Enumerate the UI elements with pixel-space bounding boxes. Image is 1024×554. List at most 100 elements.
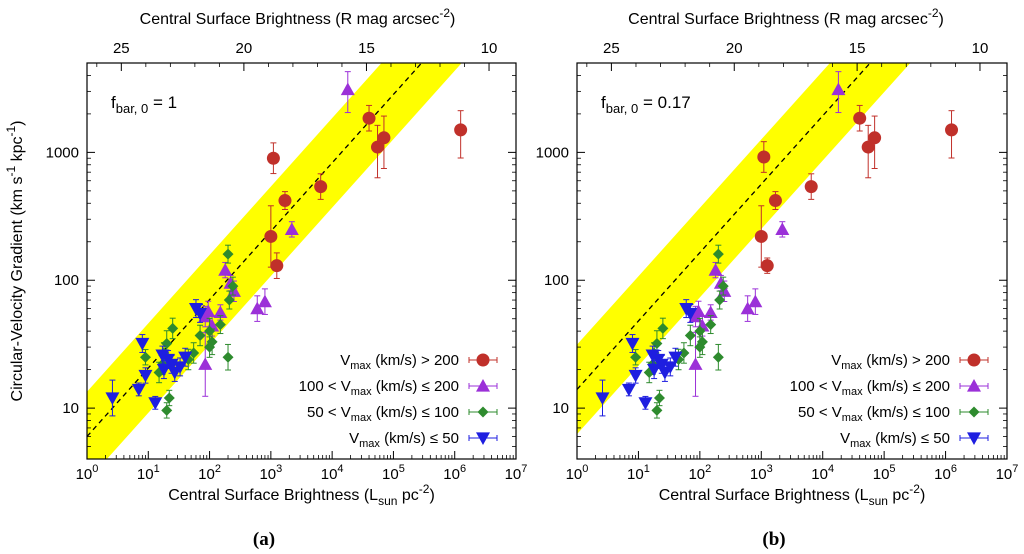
x-tick-label: 105 [382, 463, 405, 483]
data-point-diamond [223, 294, 235, 306]
panel-label: (a) [253, 529, 275, 550]
x-tick-label: 101 [627, 463, 650, 483]
data-point-diamond [163, 392, 175, 404]
legend-marker-diamond [477, 406, 489, 418]
data-point-triangle-down [621, 383, 636, 397]
data-point-circle [270, 259, 284, 273]
data-point-triangle-up [213, 305, 228, 319]
data-point-circle [362, 111, 376, 125]
x-tick-label: 103 [259, 463, 282, 483]
y-tick-label: 1000 [46, 144, 79, 161]
series-triangle-up [688, 71, 846, 397]
series-triangle-up [198, 71, 355, 397]
panel-a: 100 101 102 103 104 105 106 107 10 100 1000 25 20 15 1… [4, 6, 527, 550]
series-triangle-down [105, 299, 208, 417]
data-point-triangle-up [740, 301, 755, 315]
legend-marker-triangle-down [967, 432, 981, 445]
top-tick-label: 20 [236, 40, 253, 57]
data-point-circle [314, 180, 328, 194]
x-tick-label: 102 [688, 463, 711, 483]
data-point-triangle-up [775, 222, 790, 235]
series-diamond [630, 244, 729, 419]
x-axis-label: Central Surface Brightness (Lsun pc-2) [659, 482, 926, 508]
data-point-diamond [167, 322, 179, 334]
x-tick-label: 104 [321, 463, 344, 483]
top-axis-label: Central Surface Brightness (R mag arcsec… [140, 6, 456, 28]
data-point-triangle-down [663, 361, 678, 374]
x-tick-label: 104 [811, 463, 834, 483]
legend-label: 100 < Vmax (km/s) ≤ 200 [790, 378, 950, 398]
data-point-diamond [651, 404, 663, 416]
data-point-diamond [653, 392, 665, 404]
data-point-diamond [222, 248, 234, 260]
series-triangle-down [595, 299, 698, 417]
legend-marker-circle [967, 353, 981, 367]
x-tick-label: 102 [198, 463, 221, 483]
data-point-triangle-down [193, 307, 208, 321]
data-point-diamond [139, 351, 151, 363]
data-point-diamond [717, 280, 729, 292]
data-point-circle [377, 131, 391, 145]
data-point-triangle-up [708, 263, 723, 276]
data-point-triangle-down [148, 397, 163, 410]
top-tick-label: 25 [113, 40, 130, 57]
top-tick-label: 10 [481, 40, 498, 57]
data-point-triangle-down [156, 364, 171, 377]
data-point-triangle-down [625, 337, 640, 351]
top-tick-label: 15 [849, 40, 866, 57]
data-point-circle [754, 229, 768, 243]
data-point-circle [278, 194, 292, 208]
series-circle [754, 104, 959, 274]
data-point-circle [868, 131, 882, 145]
data-point-triangle-up [257, 294, 272, 308]
data-point-triangle-up [284, 222, 299, 235]
series-circle [264, 104, 468, 279]
legend-label: Vmax (km/s) > 200 [831, 352, 950, 372]
data-point-diamond [227, 280, 239, 292]
data-point-diamond [694, 341, 706, 353]
top-tick-label: 20 [726, 40, 743, 57]
x-axis-label: Central Surface Brightness (Lsun pc-2) [168, 482, 435, 508]
data-point-triangle-up [218, 263, 233, 276]
panel-b: 100 101 102 103 104 105 106 107 10 100 1000 25 20 15 1… [536, 6, 1019, 550]
data-point-triangle-down [638, 397, 653, 410]
data-point-circle [454, 123, 468, 137]
data-point-triangle-down [628, 369, 643, 383]
y-tick-label: 10 [552, 400, 569, 417]
data-point-diamond [684, 329, 696, 341]
data-point-triangle-up [198, 357, 213, 370]
top-tick-label: 10 [972, 40, 989, 57]
data-point-diamond [714, 294, 726, 306]
data-point-circle [760, 259, 774, 273]
data-point-diamond [705, 319, 717, 331]
data-point-triangle-up [703, 305, 718, 319]
legend-marker-circle [476, 353, 490, 367]
legend-label: Vmax (km/s) > 200 [340, 352, 459, 372]
legend-label: Vmax (km/s) ≤ 50 [840, 430, 950, 450]
data-point-triangle-up [831, 82, 846, 96]
legend: Vmax (km/s) > 200 100 < Vmax (km/s) ≤ 200… [790, 352, 989, 450]
scatter-band [577, 63, 911, 435]
legend-marker-diamond [968, 406, 980, 418]
data-point-triangle-up [717, 284, 732, 297]
x-tick-label: 106 [934, 463, 957, 483]
data-point-triangle-up [688, 357, 703, 370]
x-tick-label: 103 [750, 463, 773, 483]
x-tick-label: 101 [137, 463, 160, 483]
data-point-triangle-down [595, 392, 610, 405]
data-point-circle [861, 140, 875, 154]
y-tick-label: 100 [54, 272, 79, 289]
data-point-triangle-down [131, 383, 146, 397]
top-tick-label: 25 [603, 40, 620, 57]
data-point-triangle-down [647, 364, 662, 377]
data-point-circle [264, 229, 278, 243]
data-point-diamond [194, 329, 206, 341]
top-tick-label: 15 [358, 40, 375, 57]
top-axis-label: Central Surface Brightness (R mag arcsec… [628, 6, 944, 28]
data-point-circle [804, 180, 818, 194]
data-point-circle [757, 150, 771, 164]
data-point-circle [266, 151, 280, 165]
data-point-triangle-down [138, 369, 153, 383]
series-diamond [139, 244, 239, 419]
